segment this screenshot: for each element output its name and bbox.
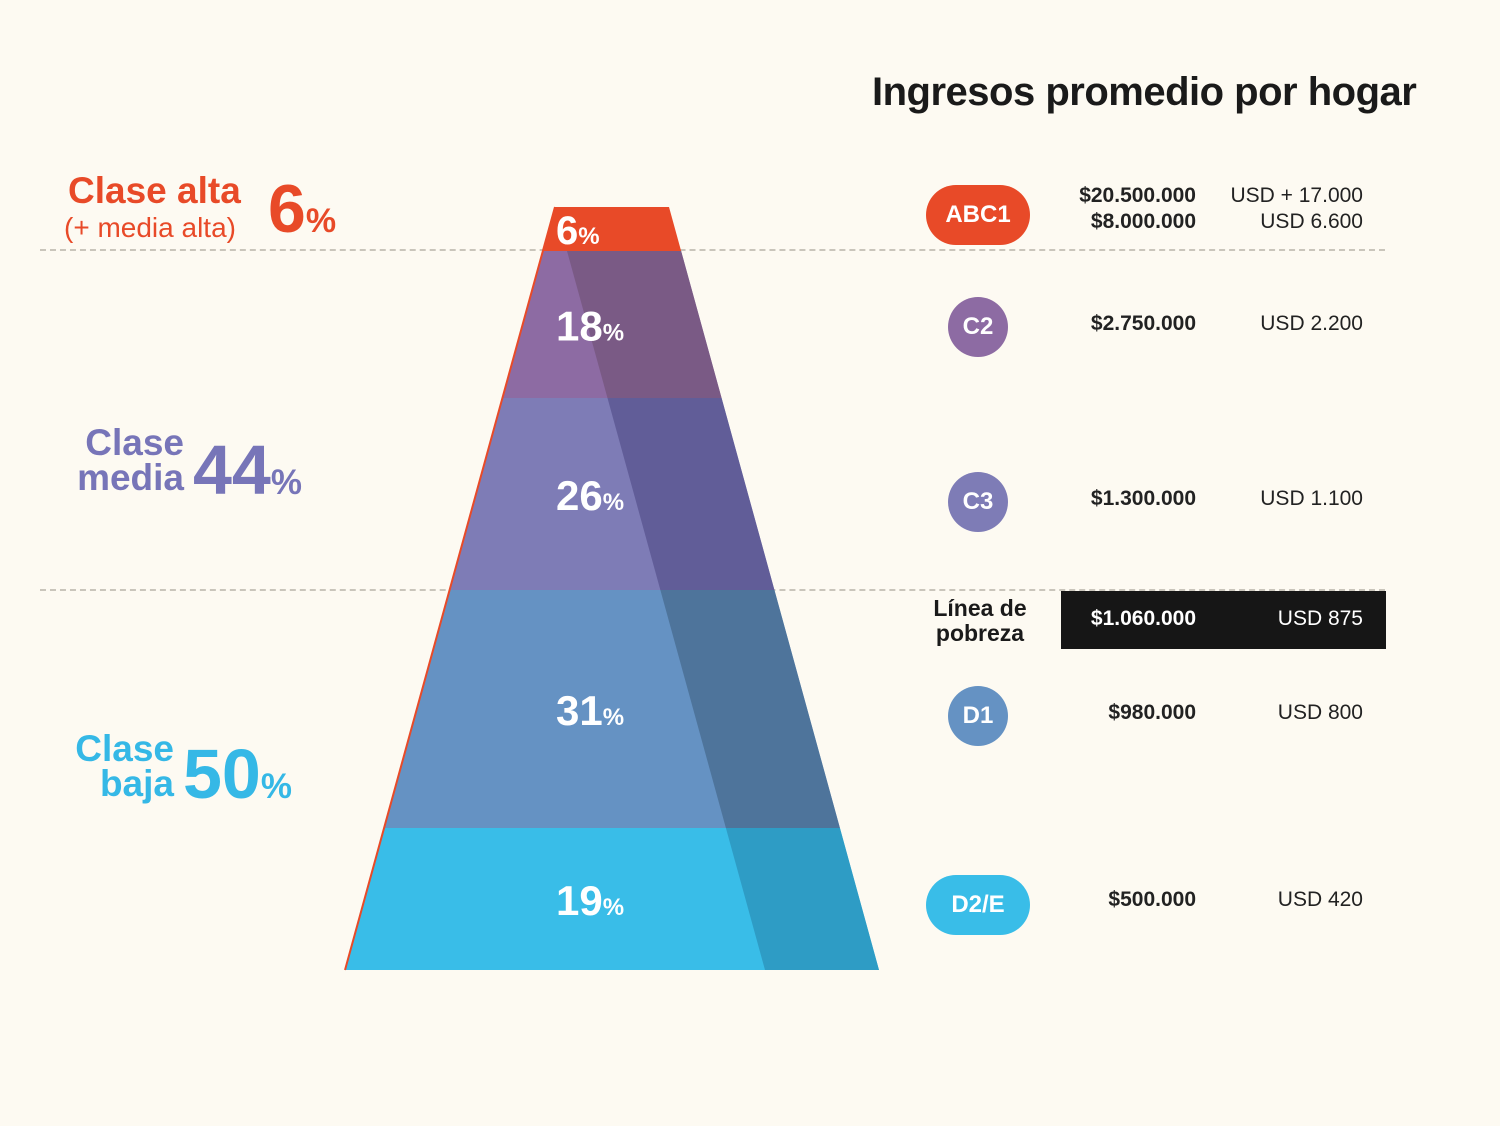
class-baja-percentage: 50% [183, 735, 292, 813]
poverty-line-usd: USD 875 [1277, 607, 1363, 630]
income-usd-abc1: USD + 17.000 USD 6.600 [1230, 184, 1363, 233]
class-alta-sublabel: (+ media alta) [64, 212, 236, 243]
class-alta-percentage: 6% [268, 171, 337, 247]
chart-title: Ingresos promedio por hogar [872, 70, 1417, 114]
poverty-line-ars: $1.060.000 [1090, 607, 1196, 630]
segment-badge-d1: D1 [948, 686, 1008, 746]
pyramid-value-label-c3: 26% [556, 472, 624, 519]
class-baja-label: Clase baja [75, 728, 174, 805]
income-ars-c2: $2.750.000 [1090, 312, 1196, 335]
pyramid-band-abc1 [542, 207, 682, 251]
segment-badge-d2e: D2/E [926, 875, 1030, 935]
pyramid-value-label-c2: 18% [556, 303, 624, 350]
income-usd-d1: USD 800 [1277, 701, 1363, 724]
pyramid-band-shade-d1 [660, 590, 840, 828]
income-ars-c3: $1.300.000 [1090, 487, 1196, 510]
pyramid-band-shade-c2 [567, 251, 722, 398]
segment-badge-c2: C2 [948, 297, 1008, 357]
income-ars-d1: $980.000 [1108, 701, 1196, 724]
segment-badge-abc1: ABC1 [926, 185, 1030, 245]
pyramid-band-shade-d2e [725, 828, 879, 970]
income-ars-abc1: $20.500.000 $8.000.000 [1079, 184, 1196, 233]
class-media-label: Clase media [77, 422, 184, 499]
class-media-percentage: 44% [193, 431, 302, 509]
segment-badge-c3: C3 [948, 472, 1008, 532]
income-usd-d2e: USD 420 [1277, 888, 1363, 911]
poverty-line-box [1061, 591, 1386, 649]
pyramid-value-label-d2e: 19% [556, 877, 624, 924]
separator-alta-media [40, 249, 1385, 251]
pyramid-value-label-d1: 31% [556, 687, 624, 734]
income-usd-c2: USD 2.200 [1260, 312, 1363, 335]
class-alta-label: Clase alta [68, 170, 241, 211]
pyramid-band-shade-c3 [607, 398, 775, 590]
poverty-line-label: Línea de pobreza [933, 595, 1027, 646]
pyramid-left-edge [344, 206, 556, 971]
pyramid-value-label-abc1: 6% [556, 209, 600, 253]
income-ars-d2e: $500.000 [1108, 888, 1196, 911]
income-usd-c3: USD 1.100 [1260, 487, 1363, 510]
